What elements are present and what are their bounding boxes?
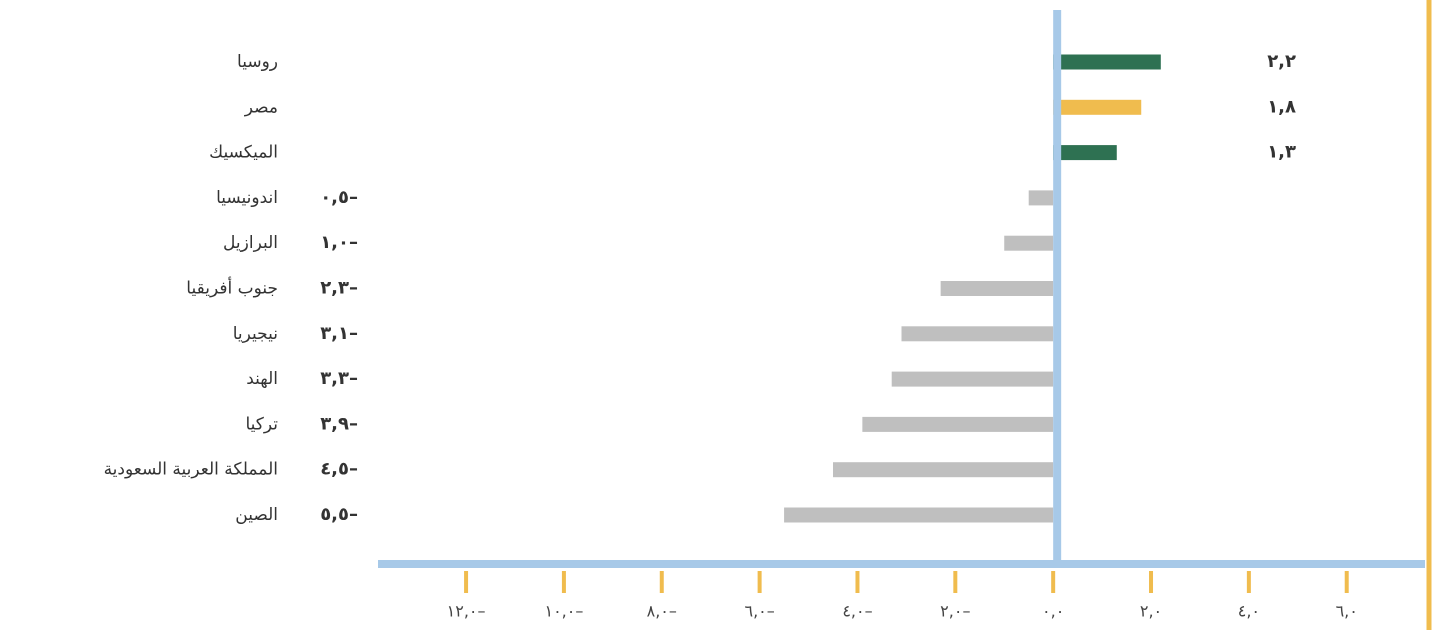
x-tick-label: ٢,٠– [940, 602, 970, 621]
bar [1053, 99, 1142, 115]
category-label: المملكة العربية السعودية [104, 460, 278, 480]
bar [891, 371, 1054, 387]
value-label: ١,٠– [320, 232, 358, 253]
value-label: ٢,٣– [320, 278, 358, 299]
x-tick-label: ١٠,٠– [544, 602, 583, 621]
category-label: الميكسيك [209, 143, 278, 163]
category-label: تركيا [245, 414, 278, 434]
bar [833, 462, 1054, 478]
value-label: ٠,٥– [320, 187, 358, 208]
category-label: الهند [246, 369, 278, 389]
value-label: ٥,٥– [320, 504, 358, 525]
x-tick-label: ٦,٠ [1336, 602, 1358, 621]
x-tick-label: ٤,٠– [842, 602, 872, 621]
value-label: ٣,٣– [320, 368, 358, 389]
category-label: اندونيسيا [216, 188, 278, 208]
category-label: نيجيريا [233, 324, 278, 344]
category-label: الصين [235, 505, 278, 525]
value-label: ١,٨ [1267, 96, 1296, 117]
x-tick-label: ٠,٠ [1042, 602, 1064, 621]
bar [862, 416, 1054, 432]
bar [1004, 235, 1054, 251]
value-label: ٢,٢ [1267, 51, 1296, 72]
bar [940, 281, 1054, 296]
x-tick-label: ٢,٠ [1140, 602, 1162, 621]
bar [1053, 145, 1117, 161]
bar [784, 507, 1054, 523]
value-label: ٣,٩– [320, 413, 358, 434]
category-label: روسيا [237, 52, 278, 72]
x-tick-label: ٤,٠ [1238, 602, 1260, 621]
value-label: ٤,٥– [320, 459, 358, 480]
bar [901, 326, 1054, 342]
category-label: مصر [244, 97, 278, 117]
category-label: البرازيل [223, 233, 278, 253]
x-tick-label: ١٢,٠– [447, 602, 486, 621]
value-label: ٣,١– [320, 323, 358, 344]
value-label: ١,٣ [1267, 142, 1296, 163]
x-tick-label: ٦,٠– [744, 602, 774, 621]
bar [1028, 190, 1054, 206]
bar [1053, 54, 1161, 70]
category-label: جنوب أفريقيا [186, 277, 278, 299]
x-tick-label: ٨,٠– [647, 602, 677, 621]
